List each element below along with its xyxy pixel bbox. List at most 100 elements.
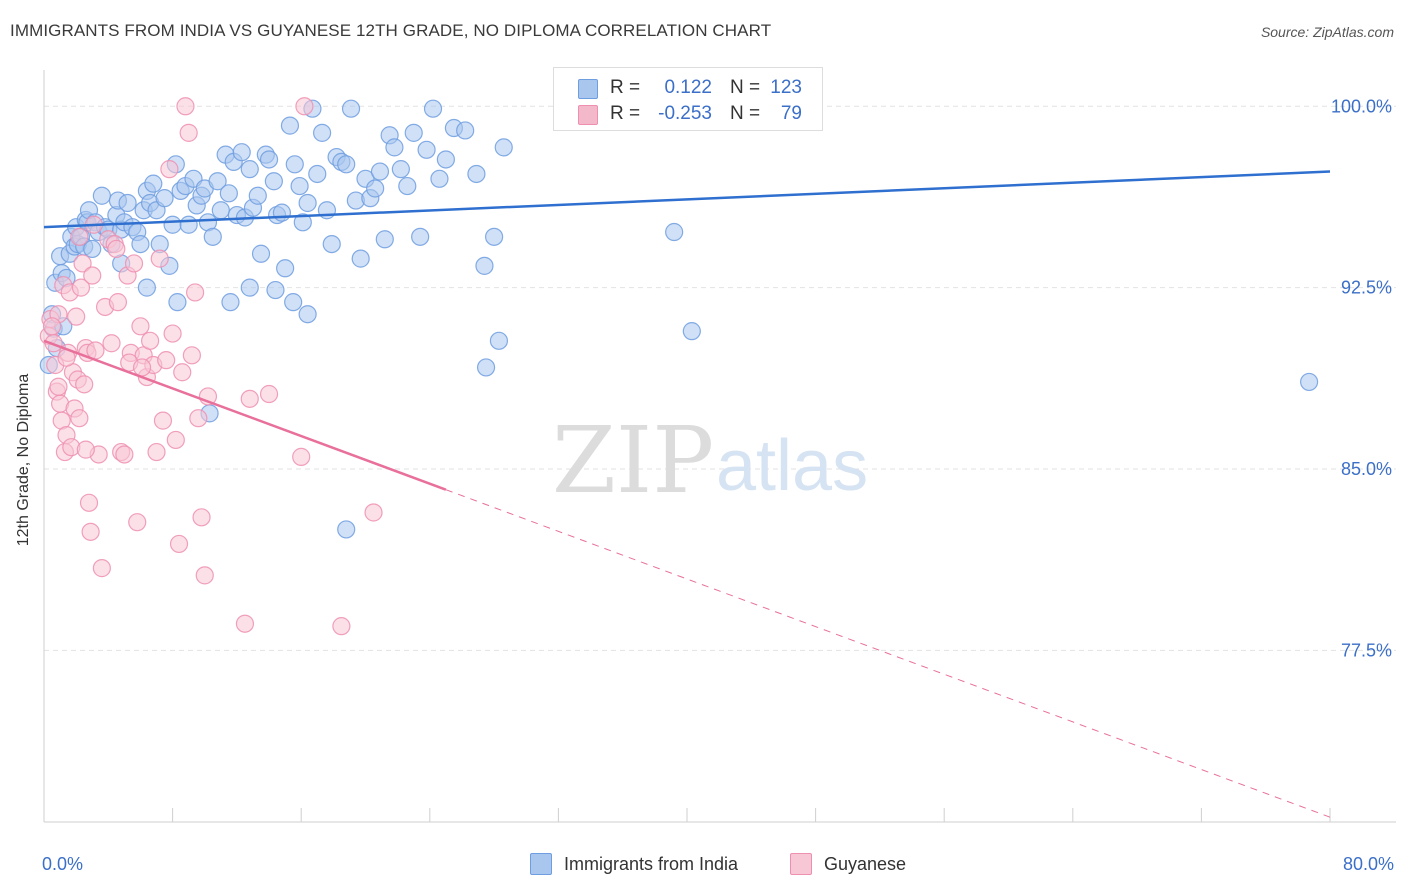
data-point xyxy=(168,293,187,312)
stats-r-label: R = xyxy=(610,77,641,98)
stats-row-india: R = 0.122 N = 123 xyxy=(554,75,822,101)
y-tick-label: 77.5% xyxy=(1341,640,1392,660)
data-point xyxy=(70,227,89,246)
data-point xyxy=(221,293,240,312)
data-point xyxy=(404,123,423,142)
data-point xyxy=(75,375,94,394)
data-point xyxy=(295,97,314,116)
data-point xyxy=(173,363,192,382)
data-point xyxy=(140,331,160,350)
data-point xyxy=(115,445,134,464)
data-point xyxy=(137,278,156,297)
data-point xyxy=(70,409,89,428)
data-point xyxy=(398,176,417,196)
data-point xyxy=(467,164,486,184)
data-point xyxy=(108,293,128,312)
data-point xyxy=(211,201,230,220)
data-point xyxy=(240,278,259,297)
data-point xyxy=(235,614,255,633)
data-point xyxy=(163,215,182,234)
tick-labels: 77.5% 85.0% 92.5% 100.0% 0.0% 80.0% xyxy=(42,96,1394,874)
data-point xyxy=(128,513,147,532)
data-point xyxy=(131,234,150,254)
data-point xyxy=(280,116,300,135)
data-point xyxy=(124,254,144,273)
data-point xyxy=(67,307,86,326)
trend-line-guyanese-extrapolated xyxy=(445,489,1331,818)
x-tick-label-min: 0.0% xyxy=(42,854,83,874)
data-point xyxy=(157,351,176,370)
data-point xyxy=(179,123,198,142)
stats-r-value: 0.122 xyxy=(664,77,712,98)
data-point xyxy=(312,123,332,142)
axes xyxy=(43,70,1396,823)
data-point xyxy=(131,317,150,336)
source-credit: Source: ZipAtlas.com xyxy=(1260,24,1394,40)
data-point xyxy=(251,244,271,263)
data-point xyxy=(285,155,304,174)
data-point xyxy=(266,280,285,300)
stats-swatch-guyanese xyxy=(578,105,598,125)
legend-label-guyanese: Guyanese xyxy=(824,853,907,874)
data-point xyxy=(391,160,410,179)
data-point xyxy=(155,189,174,208)
data-point xyxy=(308,164,327,184)
y-tick-label: 85.0% xyxy=(1341,459,1392,479)
watermark: ZIP atlas xyxy=(552,407,868,514)
data-point xyxy=(179,215,198,234)
data-point xyxy=(475,256,494,275)
data-point xyxy=(259,384,279,404)
data-point xyxy=(351,249,370,268)
data-point xyxy=(79,493,99,512)
stats-n-value: 123 xyxy=(770,77,802,98)
data-point xyxy=(42,317,62,336)
data-point xyxy=(298,193,317,213)
data-point xyxy=(341,99,361,118)
data-point xyxy=(76,440,95,459)
series-india-points xyxy=(39,99,1319,539)
data-point xyxy=(411,227,430,246)
data-point xyxy=(264,172,283,191)
data-point xyxy=(272,203,292,222)
stats-n-label: N = xyxy=(730,103,761,124)
data-point xyxy=(259,150,279,169)
data-point xyxy=(485,227,504,246)
data-point xyxy=(375,230,394,249)
legend-item-guyanese[interactable]: Guyanese xyxy=(790,852,906,876)
data-point xyxy=(208,172,227,191)
data-point xyxy=(423,99,443,118)
stats-r-value: -0.253 xyxy=(658,103,712,124)
data-point xyxy=(385,138,404,157)
data-point xyxy=(1300,372,1319,392)
chart-title: IMMIGRANTS FROM INDIA VS GUYANESE 12TH G… xyxy=(10,21,772,40)
data-point xyxy=(182,346,201,365)
watermark-zip: ZIP xyxy=(552,407,714,514)
data-point xyxy=(189,409,208,428)
data-point xyxy=(430,169,449,188)
data-point xyxy=(163,324,182,343)
data-point xyxy=(176,97,195,116)
data-point xyxy=(192,508,211,527)
legend-swatch-guyanese xyxy=(790,853,812,875)
y-tick-label: 100.0% xyxy=(1331,96,1392,116)
data-point xyxy=(290,176,309,196)
data-point xyxy=(337,520,356,539)
data-point xyxy=(665,222,684,242)
stats-legend: R = 0.122 N = 123 R = -0.253 N = 79 xyxy=(553,67,823,131)
data-point xyxy=(682,322,701,341)
series-guyanese-points xyxy=(39,97,383,636)
data-point xyxy=(132,358,152,377)
data-point xyxy=(71,278,91,297)
data-point xyxy=(332,617,351,636)
data-point xyxy=(153,411,173,430)
data-point xyxy=(337,155,356,174)
data-point xyxy=(293,213,312,232)
data-point xyxy=(494,138,513,157)
data-point xyxy=(92,186,111,205)
trend-line-india xyxy=(43,170,1331,229)
data-point xyxy=(150,249,169,268)
stats-n-label: N = xyxy=(730,77,761,98)
legend-item-india[interactable]: Immigrants from India xyxy=(530,852,738,876)
data-point xyxy=(83,239,102,259)
